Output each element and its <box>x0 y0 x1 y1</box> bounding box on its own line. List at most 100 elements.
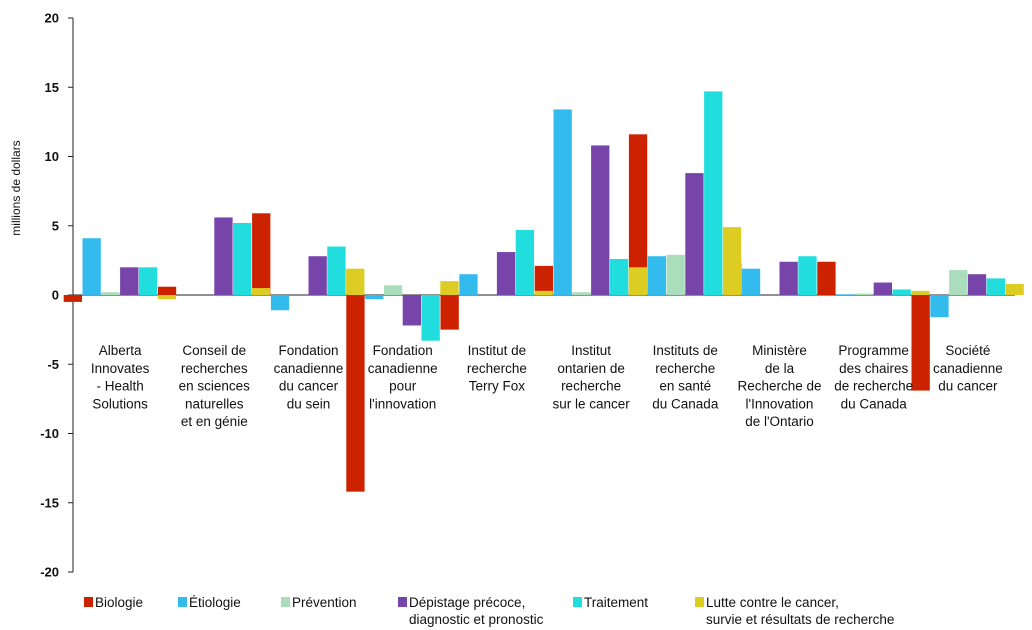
legend-entry: Lutte contre le cancer, <box>706 595 839 610</box>
bar <box>496 252 516 295</box>
y-tick-label: -10 <box>40 426 59 441</box>
category-label: Institut <box>571 343 611 358</box>
bar <box>873 282 892 295</box>
bar <box>704 91 723 295</box>
y-tick-label: 5 <box>52 218 59 233</box>
category-label: Fondation <box>278 343 338 358</box>
legend-swatch <box>398 597 407 607</box>
category-label: ontarien de <box>557 361 625 376</box>
bar <box>515 229 534 295</box>
category-label: Programme <box>838 343 909 358</box>
category-label: du cancer <box>938 379 998 394</box>
category-label: sur le cancer <box>552 396 630 411</box>
bar <box>82 238 101 295</box>
bar <box>440 295 459 330</box>
legend-swatch <box>695 597 704 607</box>
category-label: Instituts de <box>653 343 718 358</box>
bar <box>591 145 610 295</box>
category-label: Société <box>945 343 990 358</box>
bar <box>609 258 629 295</box>
bar <box>421 295 440 341</box>
bar <box>911 290 930 295</box>
category-label: Ministère <box>752 343 807 358</box>
bar <box>930 295 949 318</box>
bar <box>157 295 176 300</box>
category-label: du Canada <box>841 396 908 411</box>
category-label: canadienne <box>368 361 438 376</box>
bar <box>572 292 591 295</box>
y-tick-label: 20 <box>45 11 59 26</box>
bar <box>440 281 459 295</box>
legend-swatch <box>84 597 93 607</box>
legend-entry: Étiologie <box>189 595 241 610</box>
bar <box>628 134 648 295</box>
category-label: et en génie <box>181 414 248 429</box>
category-label: recherche <box>655 361 715 376</box>
category-label: canadienne <box>274 361 344 376</box>
bars <box>63 91 1024 492</box>
bar <box>628 267 647 295</box>
bar <box>798 256 817 295</box>
category-label: Fondation <box>373 343 433 358</box>
category-label: de l'Ontario <box>745 414 814 429</box>
category-label: Institut de <box>468 343 527 358</box>
bar <box>402 295 421 326</box>
bar <box>365 295 384 300</box>
category-label: Solutions <box>92 396 148 411</box>
bar <box>346 295 365 492</box>
category-label: Alberta <box>99 343 142 358</box>
bar <box>647 256 666 295</box>
bar <box>911 295 930 391</box>
category-label: du Canada <box>652 396 719 411</box>
category-label: l'innovation <box>369 396 436 411</box>
category-label: Innovates <box>91 361 150 376</box>
bar <box>666 254 685 295</box>
bar <box>534 290 553 295</box>
legend-entry: survie et résultats de recherche <box>706 612 894 627</box>
category-label: en santé <box>659 379 711 394</box>
bar <box>949 270 968 295</box>
legend: Biologie Étiologie Prévention Dépistage pré… <box>84 595 894 627</box>
bar <box>553 109 572 295</box>
y-axis-label: millions de dollars <box>9 140 23 235</box>
bar <box>534 265 553 295</box>
category-label: l'Innovation <box>746 396 814 411</box>
bar <box>63 295 82 302</box>
category-label: des chaires <box>839 361 908 376</box>
bar <box>101 292 120 295</box>
category-label: du sein <box>287 396 331 411</box>
category-label: naturelles <box>185 396 244 411</box>
legend-entry: Prévention <box>292 595 357 610</box>
legend-entry: diagnostic et pronostic <box>409 612 544 627</box>
category-label: de recherche <box>834 379 913 394</box>
bar <box>722 227 742 295</box>
bar <box>459 274 478 295</box>
bar <box>779 261 798 295</box>
category-label: pour <box>389 379 417 394</box>
bar <box>327 246 346 295</box>
bar <box>741 268 761 295</box>
bar <box>346 268 365 295</box>
y-tick-label: -5 <box>47 357 59 372</box>
bar <box>233 222 252 295</box>
bar <box>270 295 290 311</box>
category-label: Terry Fox <box>469 379 526 394</box>
category-label: du cancer <box>279 379 339 394</box>
category-labels: Alberta Innovates - Health Solutions Conseil… <box>91 343 1003 429</box>
y-tick-label: -20 <box>40 565 59 580</box>
legend-entry: Biologie <box>95 595 143 610</box>
y-tick-label: 10 <box>45 149 59 164</box>
y-tick-label: 15 <box>45 80 59 95</box>
category-label: canadienne <box>933 361 1003 376</box>
bar <box>854 293 874 295</box>
legend-swatch <box>573 597 582 607</box>
bar <box>986 278 1005 295</box>
legend-entry: Dépistage précoce, <box>409 595 525 610</box>
bar <box>1005 283 1024 295</box>
category-label: recherches <box>181 361 248 376</box>
y-tick-label: -15 <box>40 495 59 510</box>
category-label: Conseil de <box>182 343 246 358</box>
bar <box>120 267 139 295</box>
category-label: en sciences <box>179 379 251 394</box>
